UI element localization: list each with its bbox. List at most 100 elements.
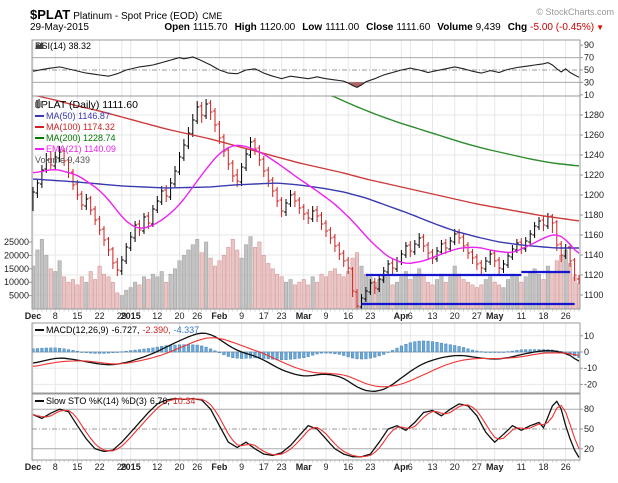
svg-text:9: 9: [239, 311, 244, 321]
svg-text:23: 23: [365, 462, 375, 472]
svg-text:1220: 1220: [584, 170, 604, 180]
svg-text:1260: 1260: [584, 130, 604, 140]
svg-text:12: 12: [152, 462, 162, 472]
svg-text:13: 13: [427, 462, 437, 472]
svg-text:Apr: Apr: [394, 462, 410, 472]
svg-text:80: 80: [584, 404, 594, 414]
candles-layer: [32, 99, 580, 309]
svg-text:26: 26: [192, 462, 202, 472]
svg-text:1240: 1240: [584, 150, 604, 160]
exchange: CME: [202, 11, 223, 21]
svg-text:-20: -20: [584, 379, 597, 389]
svg-text:26: 26: [192, 311, 202, 321]
copyright-link[interactable]: © StockCharts.com: [536, 7, 614, 17]
svg-text:27: 27: [472, 311, 482, 321]
svg-text:29: 29: [117, 462, 127, 472]
stat-value-high: 1120.00: [259, 22, 296, 33]
svg-text:May: May: [486, 462, 504, 472]
svg-text:Mar: Mar: [296, 311, 313, 321]
svg-text:10: 10: [584, 331, 594, 341]
svg-text:22: 22: [95, 462, 105, 472]
svg-text:2015: 2015: [121, 311, 141, 321]
svg-text:30: 30: [584, 77, 594, 87]
stat-label-chg: Chg: [507, 22, 528, 33]
svg-text:17: 17: [259, 462, 269, 472]
price-axis-labels: 1280 1260 1240 1220 1200 1180 1160 1140 1120 1100…: [580, 40, 604, 454]
change-down-arrow-icon: ▼: [596, 23, 604, 32]
svg-text:20: 20: [584, 444, 594, 454]
stat-label-high: High: [234, 22, 257, 33]
stat-value-low: 1111.00: [325, 22, 360, 33]
svg-text:18: 18: [538, 311, 548, 321]
svg-text:2015: 2015: [121, 462, 141, 472]
svg-text:Mar: Mar: [296, 462, 313, 472]
ohlc-stats: Open 1115.70 High 1120.00 Low 1111.00 Close 111…: [157, 22, 604, 33]
macd-signal-line: [32, 337, 580, 388]
chart-header: $PLAT Platinum - Spot Price (EOD) CME © St…: [0, 0, 618, 40]
ema21-line: [32, 144, 580, 264]
stat-label-close: Close: [366, 22, 394, 33]
stoch-k-line: [32, 397, 580, 458]
svg-text:Dec: Dec: [25, 462, 42, 472]
svg-text:17: 17: [259, 311, 269, 321]
ma200-line: [330, 96, 580, 167]
svg-text:20: 20: [450, 462, 460, 472]
stat-label-low: Low: [302, 22, 323, 33]
svg-text:13: 13: [427, 311, 437, 321]
svg-text:1180: 1180: [584, 210, 603, 220]
svg-text:16: 16: [343, 462, 353, 472]
date-axis: DecDec8815152222292920152015121220202626…: [25, 309, 580, 472]
ma50-line: [32, 178, 579, 249]
macd-histogram: [32, 340, 580, 361]
rsi-line: [32, 56, 580, 89]
svg-text:90: 90: [584, 40, 594, 50]
support-resistance-lines[interactable]: [361, 270, 575, 306]
svg-text:May: May: [486, 311, 504, 321]
svg-text:1280: 1280: [584, 110, 604, 120]
svg-text:1100: 1100: [584, 290, 603, 300]
svg-text:10: 10: [584, 90, 594, 100]
svg-text:6: 6: [408, 462, 413, 472]
svg-text:9: 9: [323, 311, 328, 321]
svg-text:8: 8: [53, 462, 58, 472]
svg-text:27: 27: [472, 462, 482, 472]
svg-text:Apr: Apr: [394, 311, 410, 321]
svg-text:11: 11: [517, 462, 526, 472]
svg-text:20: 20: [450, 311, 460, 321]
volume-axis-labels: 25000 20000 15000 10000 5000: [4, 237, 32, 301]
symbol-description: Platinum - Spot Price (EOD): [73, 11, 199, 22]
panel-borders: [31, 39, 581, 461]
svg-text:9: 9: [323, 462, 328, 472]
svg-text:8: 8: [53, 311, 58, 321]
svg-text:Feb: Feb: [211, 462, 228, 472]
svg-text:11: 11: [517, 311, 526, 321]
quote-row: 29-May-2015 Open 1115.70 High 1120.00 Low 111…: [30, 22, 604, 36]
svg-text:1140: 1140: [584, 250, 603, 260]
svg-text:50: 50: [584, 65, 594, 75]
svg-text:25000: 25000: [4, 237, 29, 247]
svg-text:1120: 1120: [584, 270, 603, 280]
svg-text:26: 26: [561, 462, 571, 472]
ma100-line: [32, 96, 580, 222]
stat-value-open: 1115.70: [192, 22, 228, 33]
stat-label-volume: Volume: [437, 22, 473, 33]
svg-text:20: 20: [174, 311, 184, 321]
svg-text:22: 22: [95, 311, 105, 321]
svg-text:15: 15: [72, 311, 82, 321]
svg-text:18: 18: [538, 462, 548, 472]
chart-date: 29-May-2015: [30, 22, 89, 33]
svg-text:23: 23: [277, 462, 287, 472]
symbol-row: $PLAT Platinum - Spot Price (EOD) CME: [30, 6, 616, 22]
svg-text:15000: 15000: [4, 264, 29, 274]
svg-text:12: 12: [152, 311, 162, 321]
stoch-d-line: [32, 398, 580, 458]
svg-text:20000: 20000: [4, 250, 29, 260]
svg-text:6: 6: [408, 311, 413, 321]
stat-label-open: Open: [164, 22, 190, 33]
stat-value-chg: -5.00 (-0.45%): [530, 22, 595, 33]
svg-text:16: 16: [343, 311, 353, 321]
svg-text:15: 15: [72, 462, 82, 472]
svg-text:50: 50: [584, 424, 594, 434]
